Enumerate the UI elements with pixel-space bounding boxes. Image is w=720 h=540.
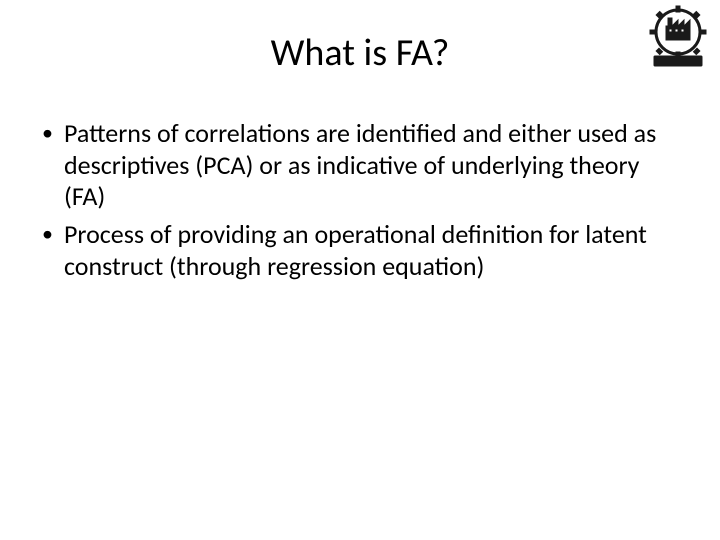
bullet-item: • Process of providing an operational de… [42, 219, 682, 282]
slide: What is FA? • Patterns of correlations a… [0, 0, 720, 540]
bullet-text: Process of providing an operational defi… [64, 219, 682, 282]
bullet-text: Patterns of correlations are identified … [64, 118, 682, 213]
bullet-item: • Patterns of correlations are identifie… [42, 118, 682, 213]
slide-title: What is FA? [0, 30, 720, 76]
slide-body: • Patterns of correlations are identifie… [42, 118, 682, 289]
bullet-dot-icon: • [42, 118, 64, 148]
bullet-dot-icon: • [42, 219, 64, 249]
